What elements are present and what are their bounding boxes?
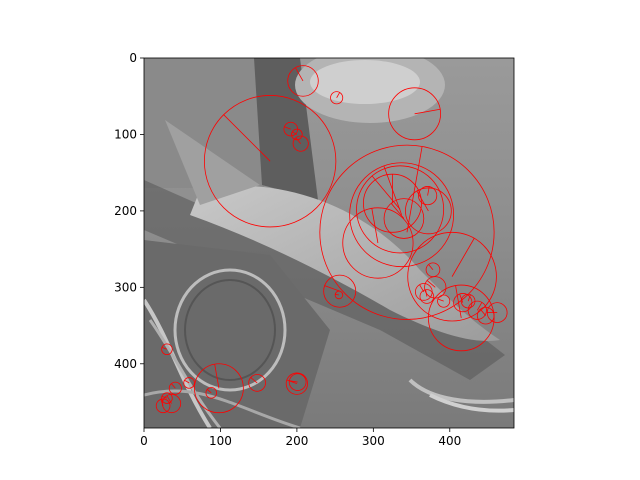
feature-circle <box>288 373 307 391</box>
feature-orientation <box>161 395 168 399</box>
feature-orientation <box>214 364 220 389</box>
feature-orientation <box>427 186 430 196</box>
feature-circle <box>334 290 344 300</box>
feature-circle <box>476 306 495 325</box>
feature-orientation <box>335 293 340 296</box>
feature-circle <box>203 95 337 228</box>
y-tick-label: 400 <box>114 357 137 371</box>
feature-markers <box>155 65 508 414</box>
x-tick-label: 200 <box>285 434 308 448</box>
x-tick-label: 0 <box>140 434 148 448</box>
feature-orientation <box>284 126 291 130</box>
feature-orientation <box>160 399 164 406</box>
feature-orientation <box>426 280 436 288</box>
feature-circle <box>205 387 218 399</box>
feature-circle <box>323 274 357 308</box>
feature-orientation <box>371 208 379 244</box>
feature-circle <box>161 343 173 356</box>
feature-orientation <box>292 131 298 135</box>
feature-orientation <box>371 175 401 210</box>
feature-orientation <box>467 294 471 302</box>
feature-orientation <box>437 298 444 302</box>
feature-orientation <box>289 380 298 383</box>
y-tick-label: 200 <box>114 204 137 218</box>
feature-circle <box>356 165 445 254</box>
feature-orientation <box>206 389 212 394</box>
feature-orientation <box>171 383 176 389</box>
feature-circle <box>437 294 451 308</box>
feature-orientation <box>250 377 258 384</box>
feature-circle <box>183 377 195 389</box>
feature-orientation <box>223 114 271 162</box>
feature-circle <box>388 87 442 141</box>
axes-frame <box>143 57 515 429</box>
feature-circle <box>424 276 447 299</box>
feature-circle <box>383 198 425 239</box>
feature-orientation <box>428 264 434 271</box>
feature-circle <box>418 186 438 206</box>
feature-orientation <box>390 203 405 219</box>
feature-orientation <box>451 238 475 277</box>
feature-circle <box>349 162 455 268</box>
feature-orientation <box>184 379 190 384</box>
feature-circle <box>292 135 309 152</box>
feature-orientation <box>406 146 423 233</box>
feature-circle <box>155 398 171 414</box>
feature-circle <box>319 144 495 320</box>
feature-orientation <box>455 285 462 318</box>
y-tick-label: 100 <box>114 127 137 141</box>
feature-orientation <box>459 293 464 303</box>
feature-orientation <box>336 92 341 98</box>
feature-orientation <box>295 137 302 144</box>
feature-orientation <box>480 308 487 316</box>
feature-orientation <box>286 379 298 385</box>
y-tick-label: 300 <box>114 280 137 294</box>
feature-circle <box>194 363 244 414</box>
feature-circle <box>407 231 497 322</box>
x-tick-label: 300 <box>362 434 385 448</box>
feature-circle <box>330 91 344 105</box>
feature-orientation <box>295 67 304 82</box>
feature-circle <box>287 65 319 97</box>
feature-circle <box>419 289 435 304</box>
feature-circle <box>248 374 266 392</box>
feature-orientation <box>425 289 428 297</box>
feature-circle <box>285 372 308 395</box>
feature-orientation <box>476 302 483 311</box>
feature-circle <box>161 392 173 404</box>
background-photo <box>144 58 514 428</box>
x-tick-label: 100 <box>209 434 232 448</box>
x-axis: 0 100 200 300 400 <box>140 428 461 448</box>
feature-circle <box>168 381 182 395</box>
feature-circle <box>291 128 303 141</box>
x-tick-label: 400 <box>438 434 461 448</box>
y-axis: 0 100 200 300 400 <box>114 51 144 371</box>
feature-orientation <box>324 285 340 292</box>
feature-circle <box>467 300 487 320</box>
feature-orientation <box>414 108 441 115</box>
feature-orientation <box>161 347 168 350</box>
feature-circle <box>405 187 452 235</box>
y-tick-label: 0 <box>129 51 137 65</box>
feature-circle <box>342 207 414 279</box>
